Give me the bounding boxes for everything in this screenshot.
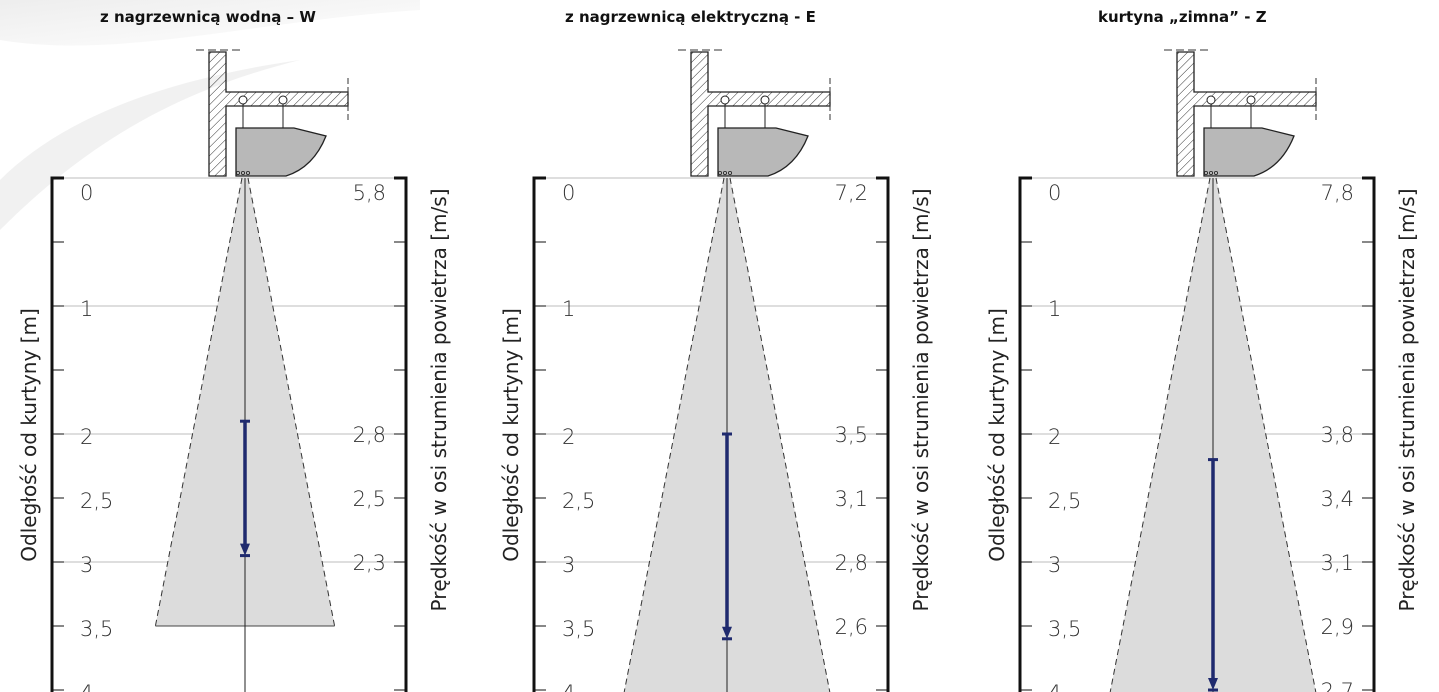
nozzle-dot xyxy=(235,170,240,175)
air-curtain-unit-icon xyxy=(235,127,327,177)
cone-edge-right xyxy=(247,177,336,627)
right-axis xyxy=(394,176,408,692)
range-arrow-head xyxy=(240,543,250,556)
distance-arrow-icon xyxy=(722,432,732,641)
nozzle-dot xyxy=(1208,170,1213,175)
distance-label: 2 xyxy=(562,425,575,449)
distance-label: 1 xyxy=(1048,297,1061,321)
speed-label: 3,8 xyxy=(1321,423,1354,447)
left-axis xyxy=(532,176,546,692)
distance-label: 4 xyxy=(1048,681,1061,692)
distance-label: 2 xyxy=(80,425,93,449)
range-arrow-head xyxy=(1208,678,1218,690)
panel-1: 0 1 2 2,5 3 3,5 4 5,8 2,8 2,5 2,3 Odległość od kurt… xyxy=(17,49,451,692)
speed-label: 3,4 xyxy=(1321,487,1354,511)
distance-label: 3,5 xyxy=(562,617,595,641)
speed-label: 2,8 xyxy=(835,551,868,575)
distance-label: 2,5 xyxy=(1048,489,1081,513)
distance-label: 3 xyxy=(562,553,575,577)
distance-label: 0 xyxy=(562,181,575,205)
panel-title-electric: z nagrzewnicą elektryczną - E xyxy=(565,8,816,26)
distance-label: 3 xyxy=(80,553,93,577)
unit-body xyxy=(717,127,809,177)
axis-title-speed: Prędkość w osi strumienia powietrza [m/s… xyxy=(427,188,451,611)
air-curtain-unit-icon xyxy=(1203,127,1295,177)
unit-body xyxy=(235,127,327,177)
panel-title-cold: kurtyna „zimna” - Z xyxy=(1098,8,1267,26)
panel-title-water: z nagrzewnicą wodną – W xyxy=(100,8,316,26)
left-axis xyxy=(1018,176,1032,692)
axis-title-speed: Prędkość w osi strumienia powietrza [m/s… xyxy=(909,188,933,611)
wall-bracket-icon xyxy=(678,49,831,177)
cone-edge-right xyxy=(729,177,831,692)
speed-label: 2,5 xyxy=(353,487,386,511)
wall-bracket-icon xyxy=(196,49,349,177)
cone-edge-left xyxy=(154,177,243,627)
speed-label: 2,3 xyxy=(353,551,386,575)
speed-label: 2,9 xyxy=(1321,615,1354,639)
speed-label: 5,8 xyxy=(353,181,386,205)
range-arrow-head xyxy=(722,626,732,639)
distance-label: 3,5 xyxy=(1048,617,1081,641)
distance-label: 4 xyxy=(80,681,93,692)
speed-label: 3,1 xyxy=(1321,551,1354,575)
nozzle-dot xyxy=(1213,170,1218,175)
speed-label: 2,8 xyxy=(353,423,386,447)
distance-label: 0 xyxy=(1048,181,1061,205)
distance-label: 2,5 xyxy=(80,489,113,513)
speed-label: 7,2 xyxy=(835,181,868,205)
distance-label: 2,5 xyxy=(562,489,595,513)
distance-label: 0 xyxy=(80,181,93,205)
hanger-ring xyxy=(238,95,248,105)
nozzle-dot xyxy=(245,170,250,175)
distance-arrow-icon xyxy=(240,419,250,558)
speed-label: 2,7 xyxy=(1321,679,1354,692)
hanger-ring xyxy=(760,95,770,105)
panel-2: 0 1 2 2,5 3 3,5 4 7,2 3,5 3,1 2,8 2,6 Odległość od k… xyxy=(499,49,933,692)
distance-label: 3 xyxy=(1048,553,1061,577)
unit-body xyxy=(1203,127,1295,177)
axis-title-distance: Odległość od kurtyny [m] xyxy=(985,308,1009,561)
hanger-ring xyxy=(1246,95,1256,105)
hanger-ring xyxy=(1206,95,1216,105)
distance-label: 1 xyxy=(562,297,575,321)
speed-label: 3,1 xyxy=(835,487,868,511)
cone-edge-left xyxy=(623,177,725,692)
axis-title-speed: Prędkość w osi strumienia powietrza [m/s… xyxy=(1395,188,1419,611)
nozzle-dot xyxy=(717,170,722,175)
speed-label: 3,5 xyxy=(835,423,868,447)
hanger-ring xyxy=(720,95,730,105)
speed-label: 7,8 xyxy=(1321,181,1354,205)
distance-label: 3,5 xyxy=(80,617,113,641)
hanger-ring xyxy=(278,95,288,105)
left-axis xyxy=(50,176,64,692)
speed-label: 2,6 xyxy=(835,615,868,639)
right-axis xyxy=(876,176,890,692)
distance-arrow-icon xyxy=(1208,458,1218,692)
nozzle-dot xyxy=(727,170,732,175)
distance-label: 4 xyxy=(562,681,575,692)
cone-edge-left xyxy=(1109,177,1211,692)
axis-title-distance: Odległość od kurtyny [m] xyxy=(17,308,41,561)
panel-3: 0 1 2 2,5 3 3,5 4 7,8 3,8 3,4 3,1 2,9 2,7 Odległość o… xyxy=(985,49,1419,692)
nozzle-dot xyxy=(240,170,245,175)
air-curtain-unit-icon xyxy=(717,127,809,177)
nozzle-dot xyxy=(1203,170,1208,175)
distance-label: 2 xyxy=(1048,425,1061,449)
nozzle-dot xyxy=(722,170,727,175)
wall-bracket-icon xyxy=(1164,49,1317,177)
axis-title-distance: Odległość od kurtyny [m] xyxy=(499,308,523,561)
right-axis xyxy=(1362,176,1376,692)
cone-edge-right xyxy=(1215,177,1317,692)
distance-label: 1 xyxy=(80,297,93,321)
